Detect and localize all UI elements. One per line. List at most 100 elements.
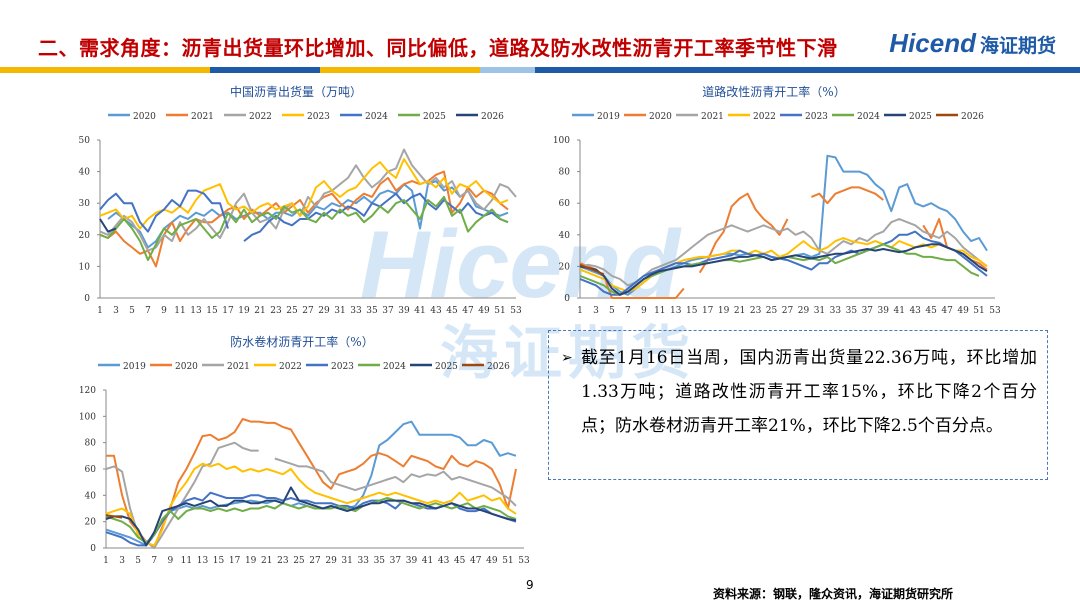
series-line-2020 (107, 180, 509, 249)
chart-title: 中国沥青出货量（万吨） (230, 84, 362, 99)
header-stripe (0, 67, 1080, 73)
x-tick-label: 13 (670, 306, 682, 316)
series-line-2023 (579, 230, 988, 296)
y-tick-label: 30 (79, 199, 91, 209)
y-tick-label: 50 (79, 136, 91, 146)
x-tick-label: 49 (478, 306, 490, 316)
series-line-2020 (106, 418, 517, 549)
legend-label: 2025 (909, 112, 932, 122)
x-tick-label: 31 (814, 306, 825, 316)
x-tick-label: 1 (103, 556, 109, 566)
brand-logo: Hicend 海证期货 (889, 28, 1056, 59)
x-tick-label: 11 (654, 306, 665, 316)
y-tick-label: 20 (85, 518, 97, 528)
legend-label: 2019 (123, 362, 146, 372)
x-tick-label: 13 (197, 556, 209, 566)
legend-label: 2020 (175, 362, 198, 372)
x-tick-label: 53 (510, 306, 522, 316)
legend-label: 2022 (753, 112, 776, 122)
x-tick-label: 37 (862, 306, 874, 316)
x-tick-label: 23 (750, 306, 762, 316)
x-tick-label: 27 (782, 306, 794, 316)
series-line-2024 (579, 243, 980, 296)
x-tick-label: 9 (641, 306, 647, 316)
x-tick-label: 11 (174, 306, 185, 316)
x-tick-label: 29 (798, 306, 810, 316)
legend-label: 2020 (133, 112, 156, 122)
x-tick-label: 39 (406, 556, 418, 566)
commentary-text: 截至1月16日当周，国内沥青出货量22.36万吨，环比增加1.33万吨；道路改性… (581, 348, 1037, 436)
legend-label: 2023 (307, 112, 330, 122)
x-tick-label: 35 (374, 556, 386, 566)
x-tick-label: 7 (145, 306, 151, 316)
y-tick-label: 10 (79, 262, 91, 272)
x-tick-label: 39 (398, 306, 410, 316)
logo-text-en: Hicend (889, 28, 976, 58)
x-tick-label: 41 (422, 556, 433, 566)
legend-label: 2026 (961, 112, 984, 122)
x-tick-label: 27 (309, 556, 321, 566)
x-tick-label: 5 (609, 306, 615, 316)
x-tick-label: 51 (494, 306, 505, 316)
y-tick-label: 0 (564, 294, 570, 304)
x-tick-label: 45 (925, 306, 937, 316)
x-tick-label: 37 (390, 556, 402, 566)
x-tick-label: 19 (245, 556, 257, 566)
series-line-2025 (99, 195, 509, 262)
x-tick-label: 3 (113, 306, 119, 316)
series-line-2021 (105, 441, 259, 549)
x-tick-label: 51 (973, 306, 984, 316)
y-tick-label: 60 (85, 465, 97, 475)
x-tick-label: 45 (446, 306, 458, 316)
x-tick-label: 53 (989, 306, 1001, 316)
x-tick-label: 33 (350, 306, 362, 316)
x-tick-label: 17 (702, 306, 714, 316)
series-line-2022 (105, 462, 517, 547)
series-line-2026 (99, 218, 117, 233)
x-tick-label: 47 (462, 306, 474, 316)
x-tick-label: 13 (190, 306, 202, 316)
y-tick-label: 100 (79, 412, 96, 422)
x-tick-label: 35 (846, 306, 858, 316)
legend-label: 2021 (191, 112, 214, 122)
legend-label: 2026 (481, 112, 504, 122)
series-line-2023 (99, 158, 509, 230)
series-line-2021 (274, 457, 517, 507)
page-number: 9 (526, 578, 534, 592)
x-tick-label: 33 (830, 306, 842, 316)
x-tick-label: 29 (318, 306, 330, 316)
x-tick-label: 43 (438, 556, 450, 566)
x-tick-label: 23 (270, 306, 282, 316)
chart-road-asphalt-rate: 道路改性沥青开工率（%）2019 2020 2021 2022 2023 2024 2025… (553, 84, 1001, 316)
x-tick-label: 3 (593, 306, 599, 316)
series-line-2026 (105, 514, 123, 519)
x-tick-label: 7 (625, 306, 631, 316)
legend-label: 2022 (249, 112, 272, 122)
x-tick-label: 1 (97, 306, 103, 316)
y-tick-label: 100 (553, 136, 570, 146)
x-tick-label: 15 (686, 306, 698, 316)
x-tick-label: 31 (334, 306, 345, 316)
x-tick-label: 21 (734, 306, 745, 316)
x-tick-label: 17 (229, 556, 241, 566)
chart-shipment-volume: 中国沥青出货量（万吨）2020 2021 2022 2023 2024 2025 20260… (79, 84, 522, 316)
x-tick-label: 45 (454, 556, 466, 566)
x-tick-label: 17 (222, 306, 234, 316)
chart-title: 防水卷材沥青开工率（%） (230, 334, 373, 349)
x-tick-label: 5 (129, 306, 135, 316)
x-tick-label: 39 (878, 306, 890, 316)
x-tick-label: 5 (135, 556, 141, 566)
legend-label: 2023 (331, 362, 354, 372)
x-tick-label: 1 (577, 306, 583, 316)
series-line-2024 (243, 192, 509, 242)
y-tick-label: 60 (559, 199, 571, 209)
series-line-2022 (99, 148, 517, 252)
x-tick-label: 53 (518, 556, 530, 566)
y-tick-label: 20 (559, 262, 571, 272)
logo-text-cn: 海证期货 (979, 35, 1056, 57)
x-tick-label: 11 (181, 556, 192, 566)
bullet-arrow-icon: ➢ (561, 350, 573, 366)
legend-label: 2022 (279, 362, 302, 372)
x-tick-label: 47 (470, 556, 482, 566)
legend-label: 2024 (365, 112, 388, 122)
